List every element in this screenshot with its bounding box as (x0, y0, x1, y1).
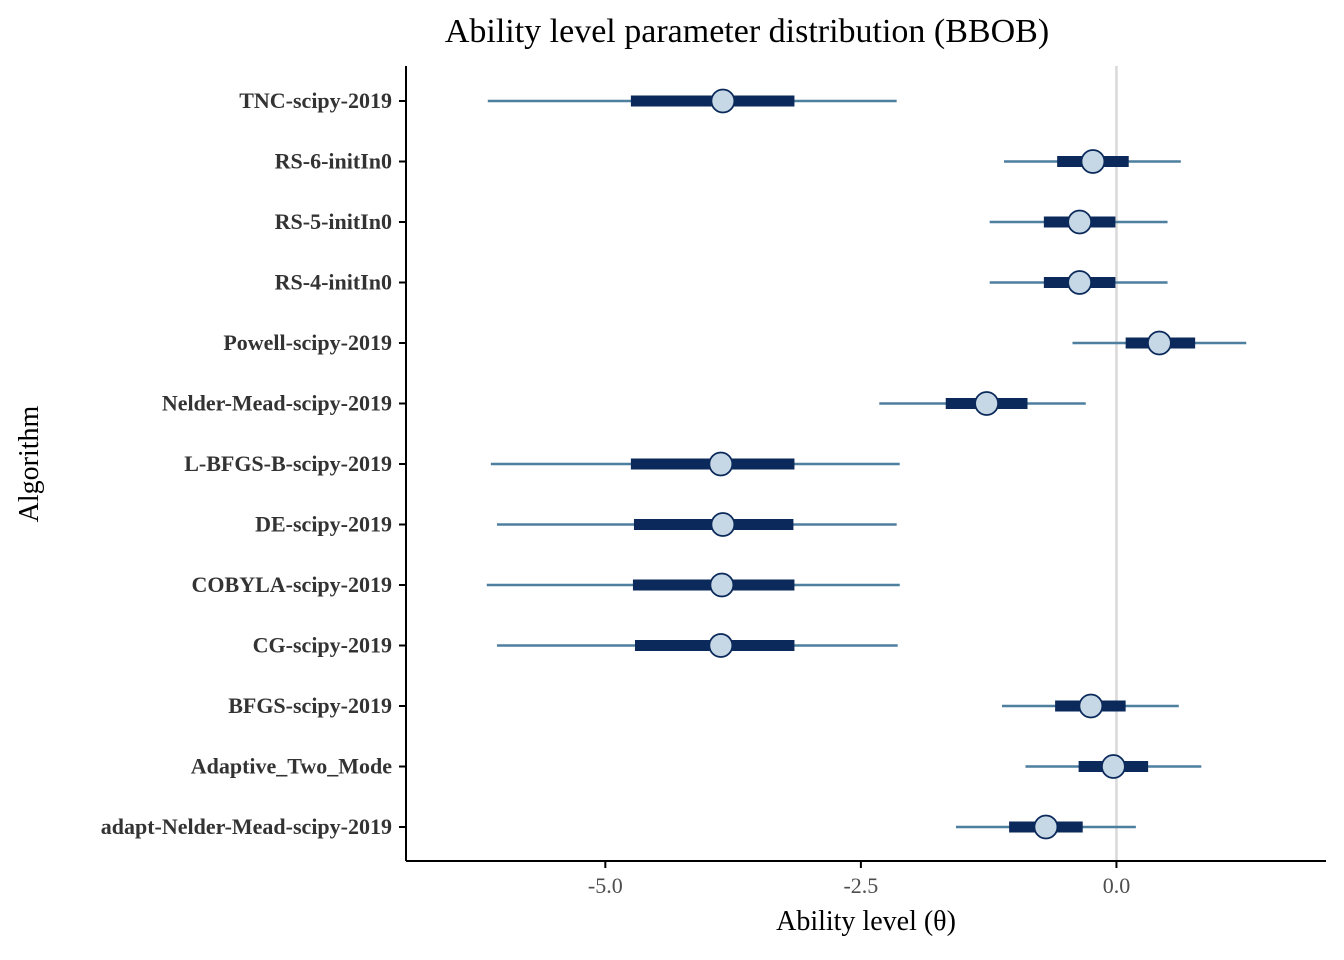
y-tick-label: adapt-Nelder-Mead-scipy-2019 (101, 814, 392, 839)
plot-area: -5.0 -2.5 0.0 TNC-scipy-2019 RS-6-initIn0 RS-… (101, 66, 1326, 898)
y-tick-label: RS-5-initIn0 (275, 209, 392, 234)
point-estimate (974, 391, 1000, 416)
y-tick-label: BFGS-scipy-2019 (228, 693, 392, 718)
y-tick-label: RS-6-initIn0 (275, 149, 392, 174)
point-estimate (1146, 330, 1172, 356)
x-axis-title: Ability level (θ) (776, 906, 956, 937)
y-tick-label: DE-scipy-2019 (255, 512, 392, 537)
chart-title: Ability level parameter distribution (BB… (445, 13, 1049, 50)
x-tick-label: 0.0 (1103, 873, 1131, 898)
point-estimate (709, 572, 735, 598)
point-estimate (708, 451, 734, 477)
point-estimate (1033, 814, 1059, 840)
y-tick-label: Nelder-Mead-scipy-2019 (162, 391, 392, 416)
y-tick-label: TNC-scipy-2019 (239, 88, 392, 113)
point-estimate (1078, 693, 1104, 719)
point-estimate (1067, 209, 1093, 235)
point-estimate (1080, 149, 1106, 174)
y-tick-label: COBYLA-scipy-2019 (192, 572, 392, 597)
point-estimate (710, 512, 736, 537)
x-tick-label: -5.0 (588, 873, 623, 898)
point-estimate (710, 88, 736, 114)
y-axis-title: Algorithm (14, 405, 45, 522)
y-tick-label: RS-4-initIn0 (275, 270, 392, 295)
y-tick-label: Powell-scipy-2019 (223, 330, 392, 355)
point-estimate (1100, 754, 1126, 779)
y-tick-label: CG-scipy-2019 (253, 633, 392, 658)
point-estimate (1067, 270, 1093, 295)
y-tick-label: Adaptive_Two_Mode (191, 754, 392, 779)
y-tick-label: L-BFGS-B-scipy-2019 (184, 451, 392, 476)
x-tick-label: -2.5 (843, 873, 878, 898)
point-estimate (708, 633, 734, 658)
